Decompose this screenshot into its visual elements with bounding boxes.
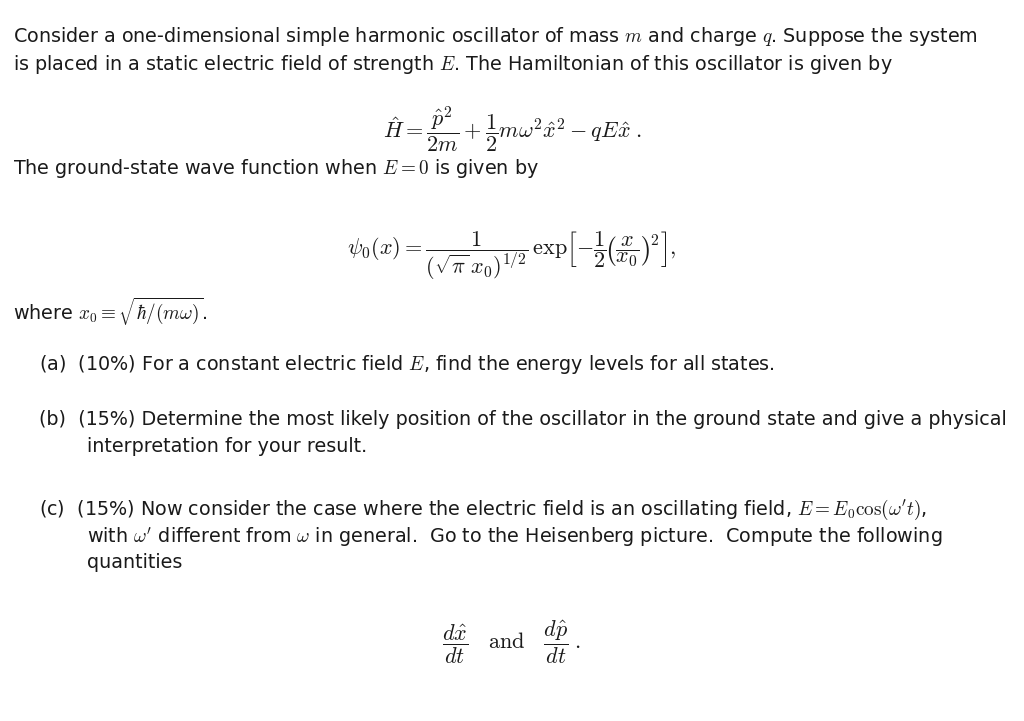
Text: with $\omega'$ different from $\omega$ in general.  Go to the Heisenberg picture: with $\omega'$ different from $\omega$ i… [87, 525, 942, 549]
Text: (a)  (10%) For a constant electric field $E$, find the energy levels for all sta: (a) (10%) For a constant electric field … [39, 353, 775, 376]
Text: $\dfrac{d\hat{x}}{dt}\quad \text{and} \quad\dfrac{d\hat{p}}{dt}\;.$: $\dfrac{d\hat{x}}{dt}\quad \text{and} \q… [442, 619, 582, 665]
Text: where $x_0 \equiv \sqrt{\hbar/(m\omega)}$.: where $x_0 \equiv \sqrt{\hbar/(m\omega)}… [13, 296, 208, 328]
Text: (b)  (15%) Determine the most likely position of the oscillator in the ground st: (b) (15%) Determine the most likely posi… [39, 410, 1007, 428]
Text: Consider a one-dimensional simple harmonic oscillator of mass $m$ and charge $q$: Consider a one-dimensional simple harmon… [13, 25, 978, 48]
Text: is placed in a static electric field of strength $E$. The Hamiltonian of this os: is placed in a static electric field of … [13, 53, 893, 76]
Text: $\psi_0(x) = \dfrac{1}{(\sqrt{\pi}\,x_0)^{1/2}}\,\exp\!\left[-\dfrac{1}{2}\!\lef: $\psi_0(x) = \dfrac{1}{(\sqrt{\pi}\,x_0)… [347, 229, 677, 282]
Text: interpretation for your result.: interpretation for your result. [87, 437, 368, 456]
Text: quantities: quantities [87, 553, 182, 572]
Text: $\hat{H} = \dfrac{\hat{p}^2}{2m} + \dfrac{1}{2}m\omega^2\hat{x}^2 - qE\hat{x}\;.: $\hat{H} = \dfrac{\hat{p}^2}{2m} + \dfra… [383, 104, 641, 154]
Text: The ground-state wave function when $E = 0$ is given by: The ground-state wave function when $E =… [13, 157, 540, 180]
Text: (c)  (15%) Now consider the case where the electric field is an oscillating fiel: (c) (15%) Now consider the case where th… [39, 497, 927, 521]
